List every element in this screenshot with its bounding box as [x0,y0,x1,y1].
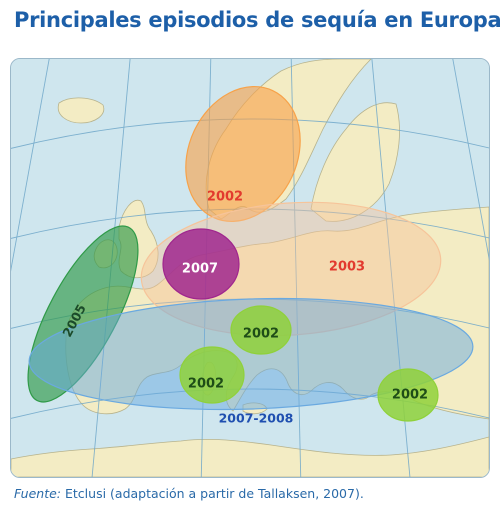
episode-label-greece-turkey: 2002 [392,388,428,403]
episode-region-scandinavia [185,85,301,223]
episode-region-mediterranean [28,297,474,411]
episode-label-france: 2007 [182,262,218,277]
graticule-meridian-6 [452,59,489,261]
episode-region-greece-turkey [377,368,439,422]
land-iceland [57,97,105,124]
episode-region-tunisia [179,346,245,404]
episode-region-france [162,228,240,300]
episode-shapes [27,85,474,422]
map-title: Principales episodios de sequía en Europ… [14,8,500,32]
episode-label-central-europe: 2003 [329,260,365,275]
episode-label-scandinavia: 2002 [207,190,243,205]
episode-label-italy: 2002 [243,327,279,342]
source-text: Etclusi (adaptación a partir de Tallakse… [61,486,364,501]
graticule-meridian-1 [11,59,50,272]
source-caption: Fuente: Etclusi (adaptación a partir de … [14,486,364,501]
episode-label-tunisia: 2002 [188,377,224,392]
land-finland [310,102,400,222]
episode-label-mediterranean: 2007-2008 [219,411,294,426]
source-prefix: Fuente: [14,486,62,501]
drought-map: 2002 2003 2005 2007 2007-2008 2002 2002 2002 [10,58,490,478]
episode-region-italy [230,305,292,355]
